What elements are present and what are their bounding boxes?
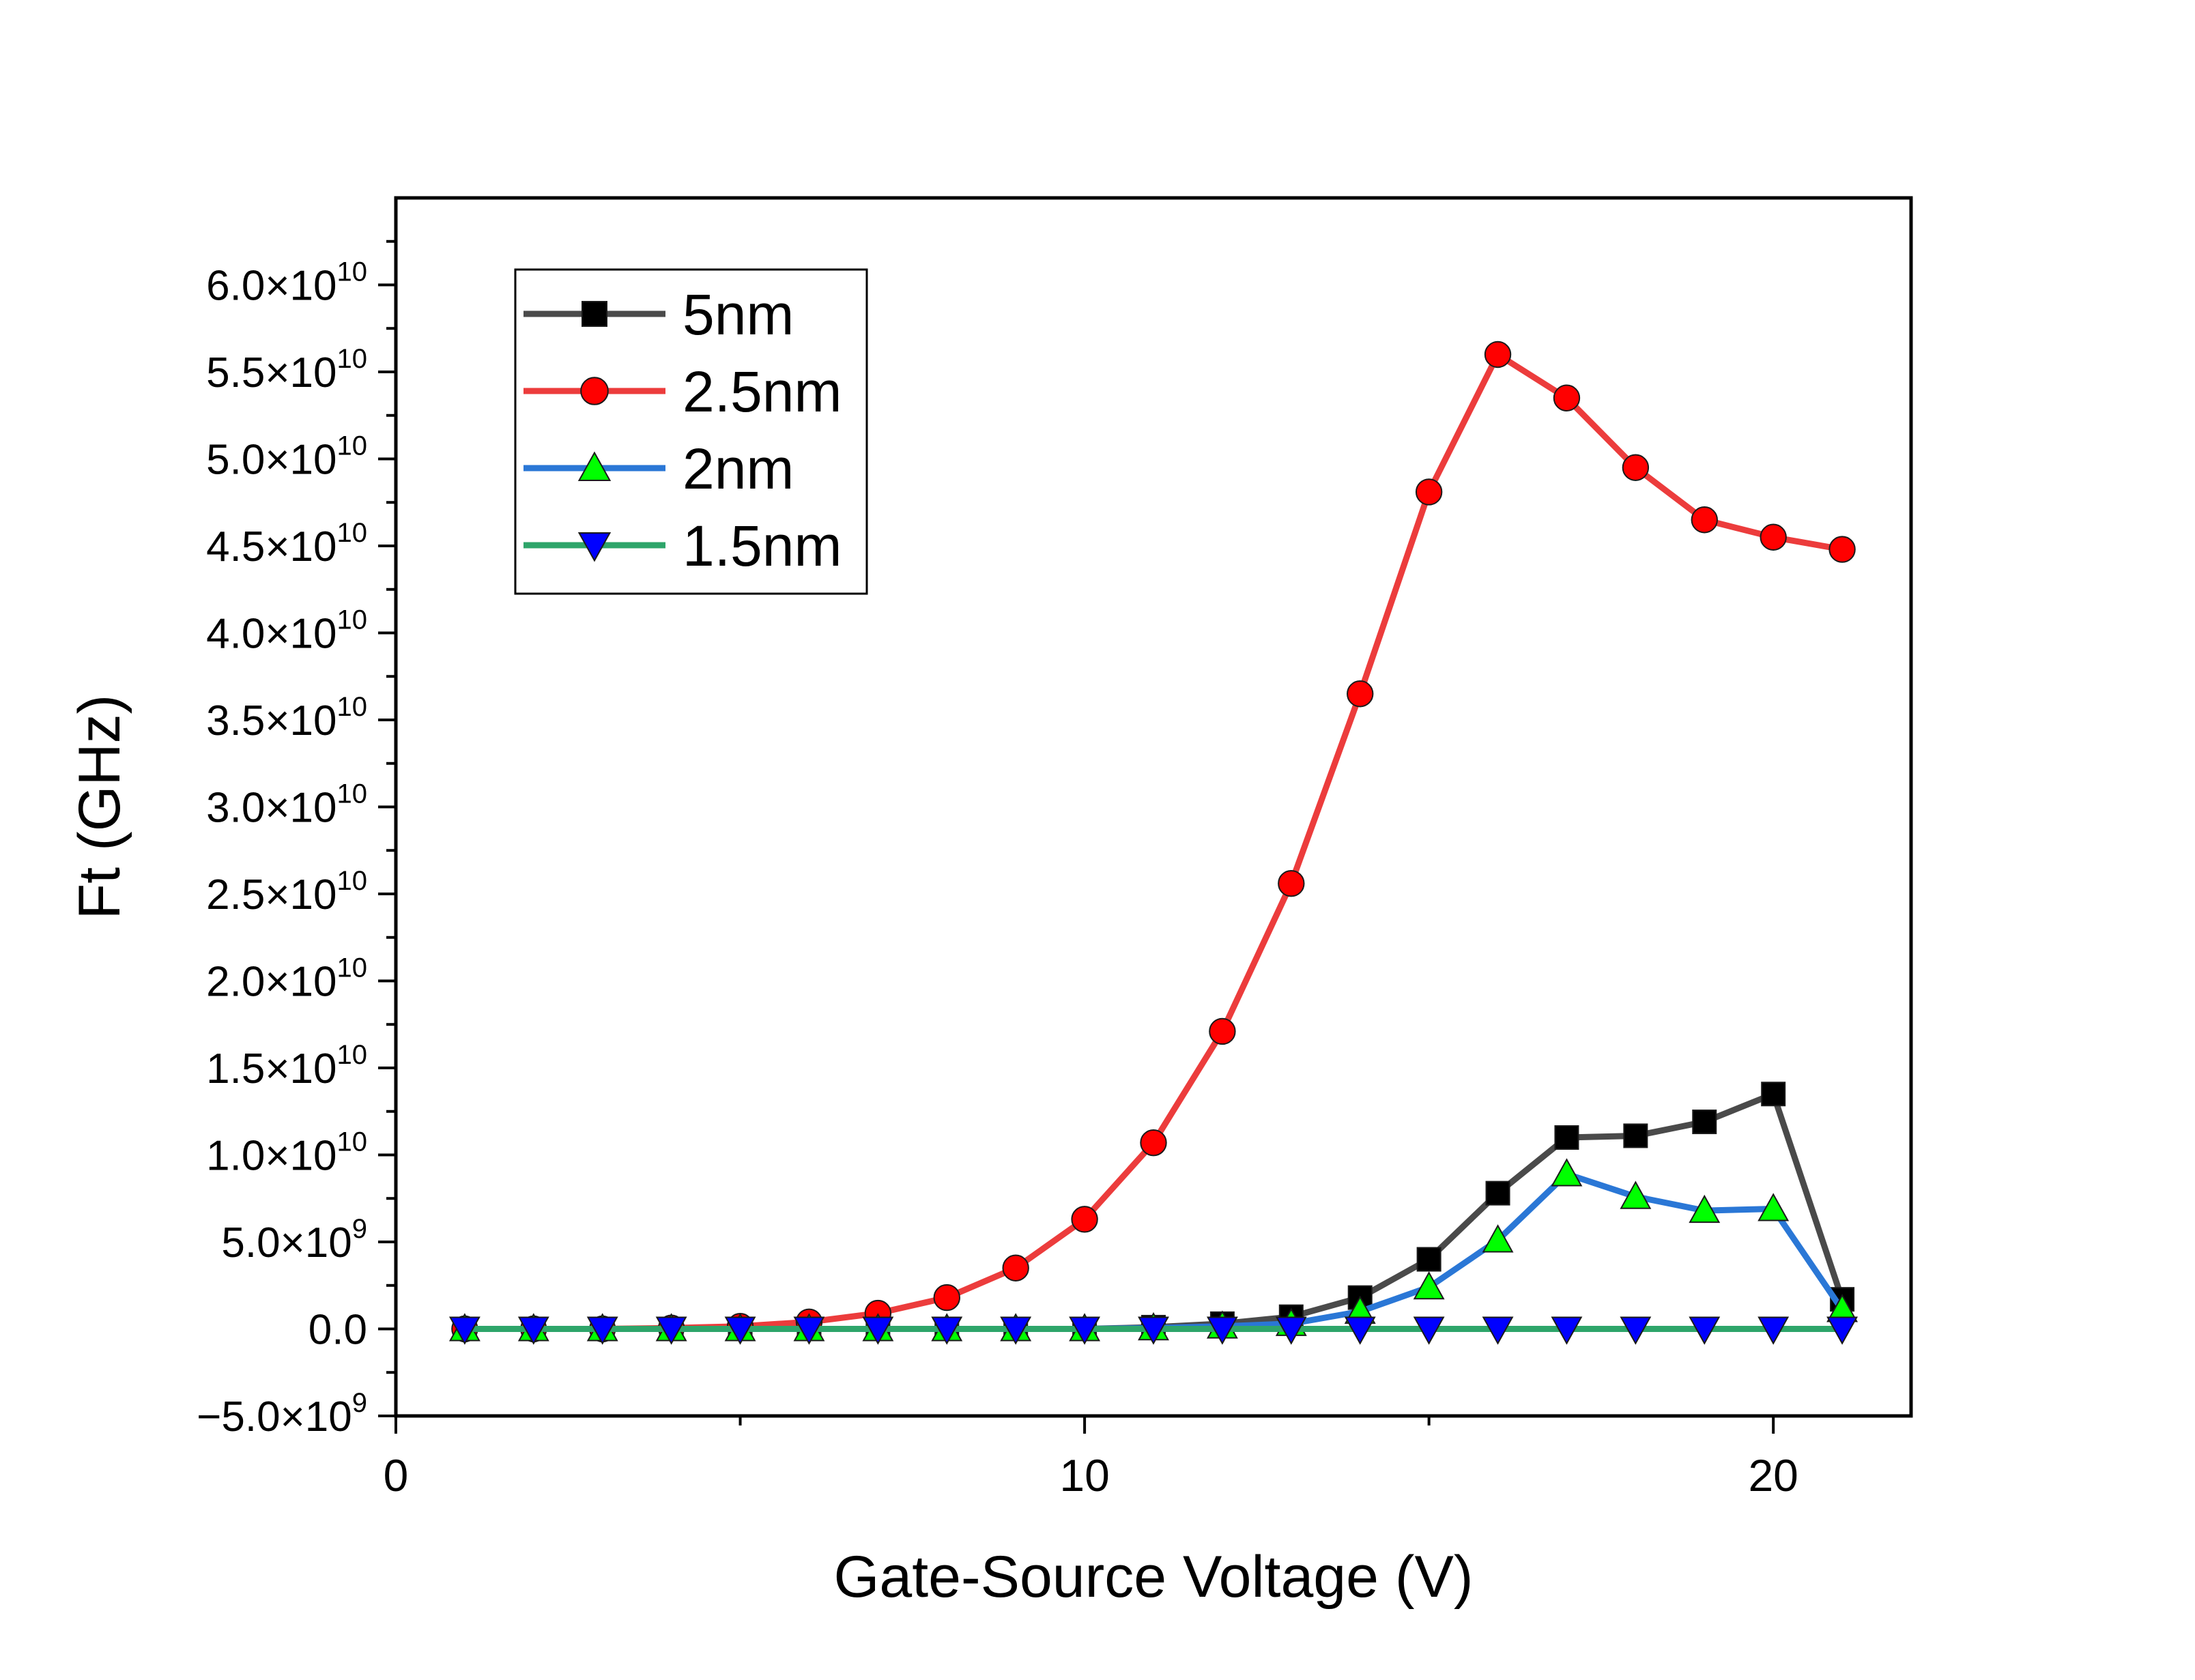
legend-label: 1.5nm: [683, 514, 842, 578]
data-point: [1758, 1193, 1790, 1221]
data-point: [1071, 1206, 1098, 1233]
y-tick-label: 4.0×1010: [206, 605, 367, 658]
data-point: [1622, 454, 1650, 481]
data-point: [1000, 1316, 1032, 1345]
legend-label: 5nm: [683, 283, 794, 347]
data-point: [1553, 384, 1581, 411]
legend-item: 5nm: [523, 283, 794, 347]
data-point: [1209, 1017, 1236, 1045]
data-point: [1828, 536, 1856, 563]
legend-marker: [582, 301, 607, 327]
data-point: [517, 1316, 549, 1345]
y-tick-label: 3.5×1010: [206, 692, 367, 744]
y-tick-label: 2.0×1010: [206, 953, 367, 1006]
data-point: [1485, 1181, 1510, 1206]
data-point: [1623, 1123, 1648, 1148]
data-point: [1554, 1125, 1579, 1150]
series-layer: [448, 341, 1859, 1345]
data-point: [1416, 1247, 1441, 1272]
data-point: [1069, 1316, 1101, 1345]
data-point: [1413, 1316, 1445, 1345]
y-tick-label: 5.0×109: [221, 1214, 367, 1266]
data-point: [1692, 1110, 1717, 1135]
y-tick-label: 6.0×1010: [206, 257, 367, 310]
data-point: [1620, 1181, 1652, 1209]
x-tick-label: 0: [384, 1450, 409, 1501]
legend-box: [514, 268, 868, 595]
data-point: [1206, 1316, 1238, 1345]
x-axis-title: Gate-Source Voltage (V): [834, 1544, 1474, 1610]
data-point: [1415, 478, 1443, 506]
y-tick-label: −5.0×109: [197, 1388, 367, 1440]
plot-frame: [394, 196, 1913, 1418]
legend-marker: [577, 532, 612, 562]
y-tick-label: 1.0×1010: [206, 1127, 367, 1180]
data-point: [1002, 1254, 1029, 1281]
data-point: [448, 1316, 480, 1345]
data-point: [1140, 1129, 1167, 1157]
y-tick-label: 4.5×1010: [206, 518, 367, 570]
data-point: [1413, 1271, 1445, 1300]
data-point: [1826, 1316, 1859, 1345]
series-1.5nm: [448, 1316, 1859, 1345]
y-axis-title: Ft (GHz): [67, 695, 132, 920]
y-tick-label: 5.5×1010: [206, 344, 367, 396]
data-point: [1278, 870, 1305, 897]
data-point: [1551, 1316, 1583, 1345]
data-point: [586, 1316, 618, 1345]
data-point: [933, 1284, 960, 1312]
y-tick-label: 2.5×1010: [206, 866, 367, 918]
data-point: [1761, 1082, 1786, 1107]
data-point: [1551, 1158, 1583, 1187]
legend: 5nm 2.5nm 2nm 1.5nm: [514, 268, 868, 595]
x-tick-label: 20: [1748, 1450, 1798, 1501]
data-point: [655, 1316, 687, 1345]
x-tick-label: 10: [1059, 1450, 1109, 1501]
legend-label: 2nm: [683, 437, 794, 501]
y-tick-label: 1.5×1010: [206, 1040, 367, 1092]
data-point: [1275, 1316, 1307, 1345]
data-point: [724, 1316, 756, 1345]
y-tick-label: 5.0×1010: [206, 431, 367, 484]
legend-label: 2.5nm: [683, 360, 842, 424]
legend-marker: [577, 451, 612, 481]
data-point: [793, 1316, 825, 1345]
data-point: [1482, 1316, 1514, 1345]
data-point: [1691, 506, 1718, 534]
y-tick-label: 3.0×1010: [206, 779, 367, 832]
data-point: [1758, 1316, 1790, 1345]
data-point: [1689, 1316, 1721, 1345]
data-point: [1689, 1194, 1721, 1223]
data-point: [1344, 1316, 1376, 1345]
legend-marker: [580, 377, 609, 405]
data-point: [1482, 1224, 1514, 1253]
data-point: [1484, 341, 1512, 368]
data-point: [862, 1316, 894, 1345]
axis-layer: 0 10 20 −5.0×109 0.0 5.0×109 1.0×1010 1.5×1010 2…: [197, 240, 1798, 1501]
legend-item: 1.5nm: [523, 514, 842, 578]
data-point: [1138, 1316, 1169, 1345]
data-point: [1760, 523, 1787, 551]
data-point: [1347, 680, 1374, 708]
data-point: [1620, 1316, 1652, 1345]
legend-item: 2.5nm: [523, 360, 842, 424]
data-point: [931, 1316, 963, 1345]
y-tick-label: 0.0: [309, 1307, 367, 1354]
legend-item: 2nm: [523, 437, 794, 501]
